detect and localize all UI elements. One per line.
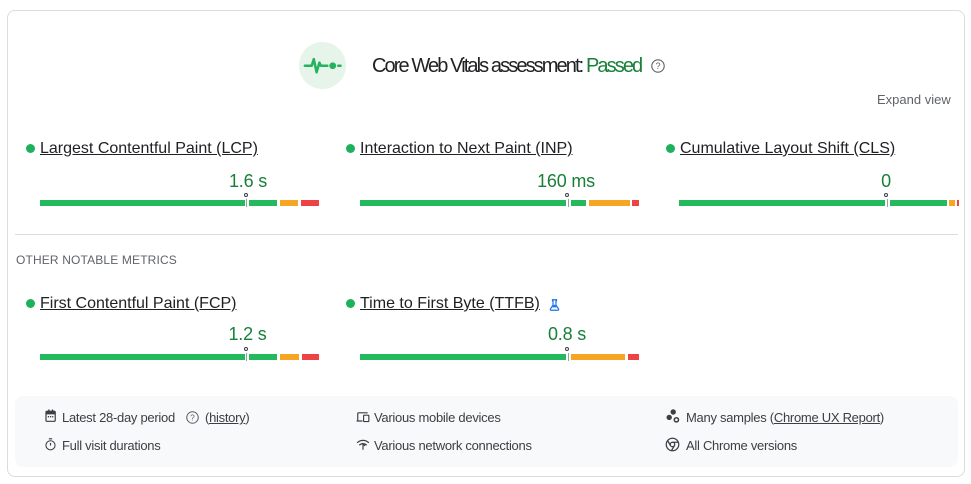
- svg-text:?: ?: [190, 412, 195, 422]
- svg-text:?: ?: [655, 61, 660, 71]
